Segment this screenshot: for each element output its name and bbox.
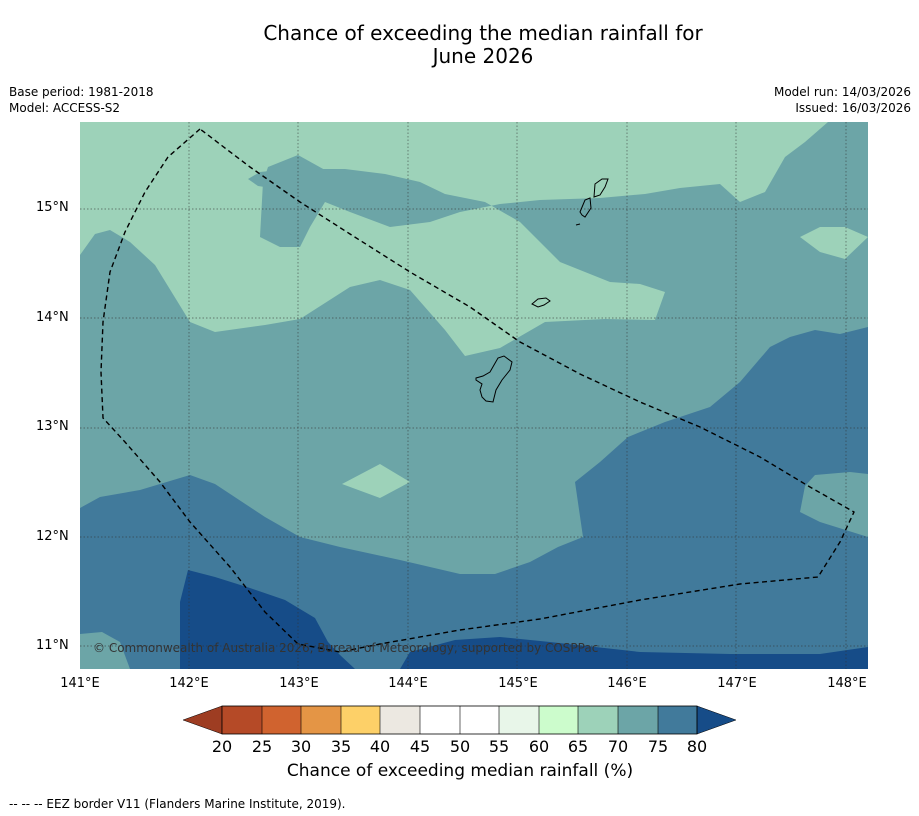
colorbar — [183, 705, 737, 735]
copyright-notice: © Commonwealth of Australia 2026, Bureau… — [93, 641, 599, 655]
colorbar-60-65 — [539, 706, 578, 734]
colorbar-label-30: 30 — [290, 737, 312, 756]
colorbar-label-45: 45 — [409, 737, 431, 756]
colorbar-extend-high — [696, 705, 737, 735]
meta-right: Model run: 14/03/2026 Issued: 16/03/2026 — [774, 84, 911, 116]
colorbar-extend-low — [183, 705, 223, 735]
band-65-70-patch-2 — [342, 464, 410, 498]
colorbar-label-75: 75 — [647, 737, 669, 756]
island-aguijan — [575, 223, 581, 226]
island-guam — [475, 355, 513, 403]
lat-tick-11n: 11°N — [36, 638, 69, 653]
colorbar-label-25: 25 — [251, 737, 273, 756]
colorbar-40-45 — [380, 706, 420, 734]
lon-tick-146e: 146°E — [607, 676, 647, 691]
lon-tick-148e: 148°E — [827, 676, 867, 691]
colorbar-70-75 — [618, 706, 658, 734]
lon-tick-145e: 145°E — [498, 676, 538, 691]
colorbar-label-40: 40 — [369, 737, 391, 756]
lon-tick-147e: 147°E — [717, 676, 757, 691]
colorbar-label-65: 65 — [567, 737, 589, 756]
colorbar-label-55: 55 — [488, 737, 510, 756]
lat-tick-14n: 14°N — [36, 310, 69, 325]
lon-gridlines — [188, 122, 847, 669]
colorbar-label-35: 35 — [330, 737, 352, 756]
colorbar-45-50 — [420, 706, 460, 734]
band-above-80-west — [180, 570, 355, 669]
base-period: Base period: 1981-2018 — [9, 85, 154, 99]
band-75-80 — [80, 327, 868, 669]
colorbar-label-70: 70 — [607, 737, 629, 756]
island-saipan — [593, 178, 609, 198]
issued-date: Issued: 16/03/2026 — [795, 101, 911, 115]
band-65-70-patch-1 — [800, 227, 868, 259]
map-panel[interactable]: © Commonwealth of Australia 2026, Bureau… — [80, 122, 868, 669]
lon-tick-142e: 142°E — [169, 676, 209, 691]
band-70-75-corner — [80, 632, 130, 669]
colorbar-title: Chance of exceeding median rainfall (%) — [286, 761, 634, 781]
model-name: Model: ACCESS-S2 — [9, 101, 121, 115]
title-line-1: Chance of exceeding the median rainfall … — [263, 21, 703, 45]
lon-tick-144e: 144°E — [388, 676, 428, 691]
title-line-2: June 2026 — [432, 44, 534, 68]
island-tinian — [579, 197, 592, 218]
eez-border — [100, 128, 855, 653]
lat-tick-13n: 13°N — [36, 419, 69, 434]
colorbar-50-55 — [460, 706, 499, 734]
colorbar-label-60: 60 — [528, 737, 550, 756]
colorbar-label-50: 50 — [449, 737, 471, 756]
colorbar-65-70 — [578, 706, 618, 734]
colorbar-55-60 — [499, 706, 539, 734]
island-rota — [531, 297, 551, 308]
map-title: Chance of exceeding the median rainfall … — [0, 22, 919, 68]
colorbar-label-80: 80 — [686, 737, 708, 756]
colorbar-label-20: 20 — [211, 737, 233, 756]
colorbar-dividers — [261, 706, 659, 734]
colorbar-outline — [221, 705, 698, 735]
colorbar-75-80 — [658, 706, 697, 734]
lon-tick-143e: 143°E — [279, 676, 319, 691]
colorbar-20-25 — [222, 706, 262, 734]
meta-left: Base period: 1981-2018 Model: ACCESS-S2 — [9, 84, 154, 116]
lon-tick-141e: 141°E — [60, 676, 100, 691]
colorbar-30-35 — [301, 706, 341, 734]
eez-footnote: -- -- -- EEZ border V11 (Flanders Marine… — [9, 797, 346, 811]
model-run: Model run: 14/03/2026 — [773, 85, 911, 99]
colorbar-25-30 — [262, 706, 301, 734]
lat-tick-15n: 15°N — [36, 200, 69, 215]
colorbar-35-40 — [341, 706, 380, 734]
map-canvas — [80, 122, 868, 669]
lat-tick-12n: 12°N — [36, 529, 69, 544]
